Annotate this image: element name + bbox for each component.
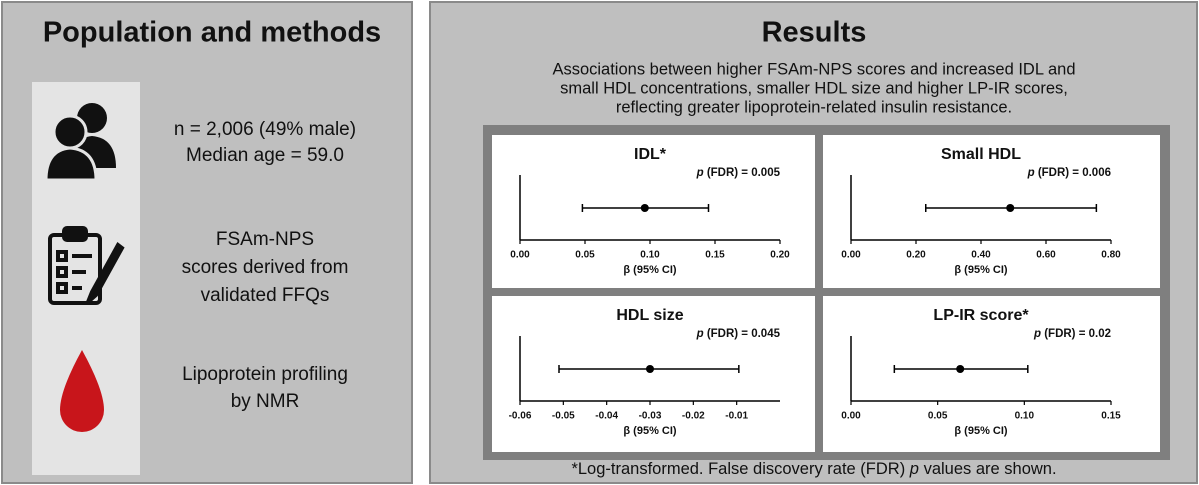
description: reflecting greater lipoprotein-related i… <box>616 98 1012 116</box>
x-tick-label: 0.20 <box>906 250 926 261</box>
p-value: (FDR) = 0.02 <box>1041 328 1111 340</box>
right-title: Results <box>762 17 867 49</box>
x-tick-label: 0.05 <box>928 411 948 422</box>
x-tick-label: -0.01 <box>725 411 748 422</box>
chart-title: HDL size <box>616 307 683 324</box>
p-value: (FDR) = 0.005 <box>704 167 781 179</box>
chart-panel <box>492 135 815 288</box>
chart-panel <box>492 296 815 452</box>
footnote-p: p <box>909 460 919 478</box>
x-axis-label: β (95% CI) <box>623 425 677 437</box>
footnote: *Log-transformed. False discovery rate (… <box>571 460 1056 478</box>
x-tick-label: 0.00 <box>841 411 861 422</box>
x-tick-label: 0.40 <box>971 250 991 261</box>
description: small HDL concentrations, smaller HDL si… <box>560 79 1068 97</box>
p-annotation: p (FDR) = 0.006 <box>1027 167 1111 179</box>
x-axis-label: β (95% CI) <box>954 264 1008 276</box>
chart-panel <box>823 296 1160 452</box>
p-symbol: p <box>1033 328 1041 340</box>
p-annotation: p (FDR) = 0.005 <box>696 167 781 179</box>
chart-panel <box>823 135 1160 288</box>
chart-title: Small HDL <box>941 146 1021 163</box>
x-tick-label: 0.60 <box>1036 250 1056 261</box>
x-tick-label: -0.04 <box>595 411 618 422</box>
footnote-text: values are shown. <box>919 460 1057 478</box>
estimate-point <box>1006 204 1015 212</box>
x-axis-label: β (95% CI) <box>623 264 677 276</box>
item-text: FSAm-NPS <box>216 229 314 250</box>
item-text: scores derived from <box>182 257 349 278</box>
estimate-point <box>646 365 654 373</box>
description: Associations between higher FSAm-NPS sco… <box>552 60 1075 78</box>
estimate-point <box>956 365 965 373</box>
x-tick-label: 0.15 <box>1101 411 1121 422</box>
x-tick-label: 0.05 <box>575 250 595 261</box>
p-symbol: p <box>696 167 704 179</box>
people-icon <box>44 103 116 182</box>
x-tick-label: 0.00 <box>841 250 861 261</box>
x-tick-label: 0.20 <box>770 250 790 261</box>
x-axis-label: β (95% CI) <box>954 425 1008 437</box>
x-tick-label: 0.80 <box>1101 250 1121 261</box>
p-symbol: p <box>696 328 704 340</box>
x-tick-label: -0.02 <box>682 411 705 422</box>
x-tick-label: -0.03 <box>639 411 662 422</box>
p-symbol: p <box>1027 167 1035 179</box>
item-text: n = 2,006 (49% male) <box>174 119 356 140</box>
clipboard-icon <box>48 226 125 305</box>
item-text: validated FFQs <box>201 285 330 306</box>
item-text: by NMR <box>231 391 300 412</box>
chart-title: IDL* <box>634 146 667 163</box>
x-tick-label: 0.00 <box>510 250 530 261</box>
estimate-point <box>640 204 649 212</box>
p-annotation: p (FDR) = 0.045 <box>696 328 781 340</box>
item-text: Lipoprotein profiling <box>182 364 348 385</box>
left-title: Population and methods <box>43 17 381 49</box>
blood-drop-icon <box>60 350 104 432</box>
p-value: (FDR) = 0.045 <box>704 328 781 340</box>
x-tick-label: 0.10 <box>1015 411 1035 422</box>
x-tick-label: -0.06 <box>509 411 532 422</box>
x-tick-label: -0.05 <box>552 411 575 422</box>
item-text: Median age = 59.0 <box>186 145 344 166</box>
footnote-text: *Log-transformed. False discovery rate (… <box>571 460 909 478</box>
p-annotation: p (FDR) = 0.02 <box>1033 328 1111 340</box>
p-value: (FDR) = 0.006 <box>1035 167 1111 179</box>
x-tick-label: 0.10 <box>640 250 660 261</box>
x-tick-label: 0.15 <box>705 250 725 261</box>
chart-title: LP-IR score* <box>933 307 1029 324</box>
